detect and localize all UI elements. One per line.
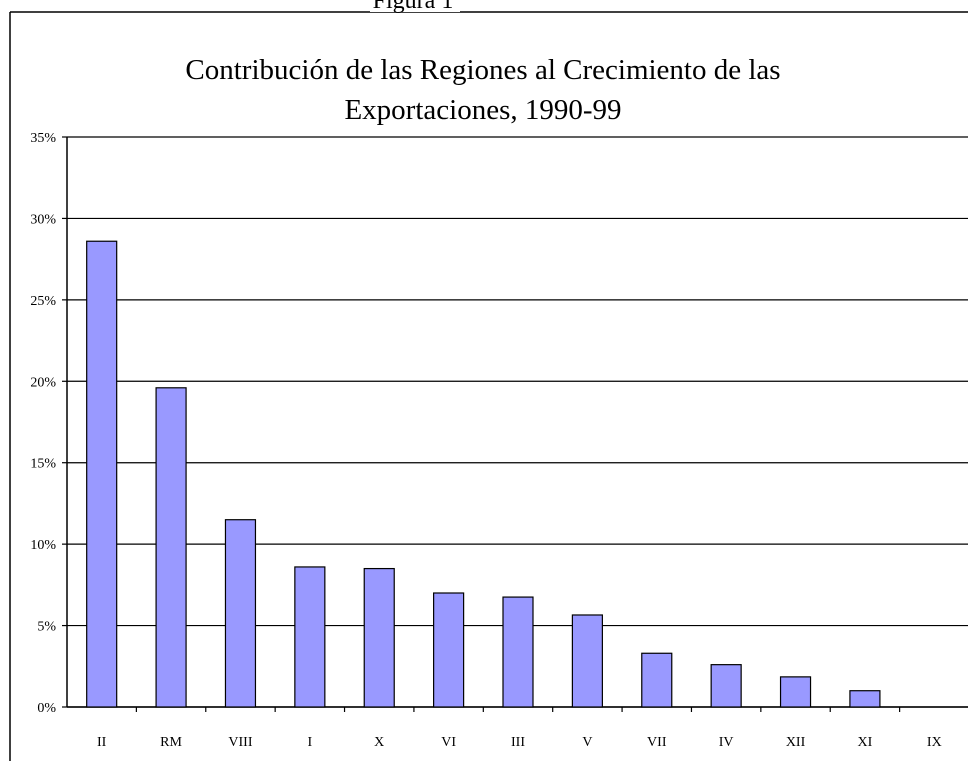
label-backdrop [370,0,460,12]
x-tick-label: VIII [228,735,252,750]
y-tick-label: 0% [37,701,56,716]
y-tick-label: 10% [30,538,56,553]
bar [571,614,603,708]
bar [155,387,187,708]
bar [849,690,881,708]
y-tick-label: 25% [30,294,56,309]
figure-label: Figura 1 [373,0,454,14]
chart-title: Contribución de las Regiones al Crecimie… [185,54,781,126]
x-tick-label: XI [858,735,873,750]
y-tick-label: 20% [30,375,56,390]
y-tick-label: 5% [37,620,56,635]
x-tick-label: V [582,735,592,750]
x-tick-label: III [511,735,525,750]
x-tick-label: I [308,735,313,750]
bar [363,567,395,708]
bar [710,664,742,708]
x-tick-label: RM [160,735,182,750]
bar [433,592,465,708]
x-tick-label: IX [927,735,942,750]
bar [502,596,534,708]
x-tick-label: VII [647,735,667,750]
bar [86,240,118,708]
bar [224,519,257,708]
y-tick-label: 35% [30,131,56,146]
y-tick-label: 15% [30,457,56,472]
bar [779,676,812,708]
x-tick-label: XII [786,735,806,750]
x-tick-label: IV [719,735,734,750]
bar [641,652,673,708]
bar [294,566,326,708]
x-tick-label: X [374,735,384,750]
y-tick-label: 30% [30,212,56,227]
x-tick-label: VI [441,735,456,750]
x-tick-label: II [97,735,107,750]
